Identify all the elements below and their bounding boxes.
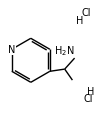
Text: Cl: Cl <box>83 93 93 103</box>
Text: N: N <box>8 45 15 55</box>
Text: H$_2$N: H$_2$N <box>54 44 74 57</box>
Text: H: H <box>76 16 84 26</box>
Text: Cl: Cl <box>82 8 91 18</box>
Text: H: H <box>87 86 95 96</box>
